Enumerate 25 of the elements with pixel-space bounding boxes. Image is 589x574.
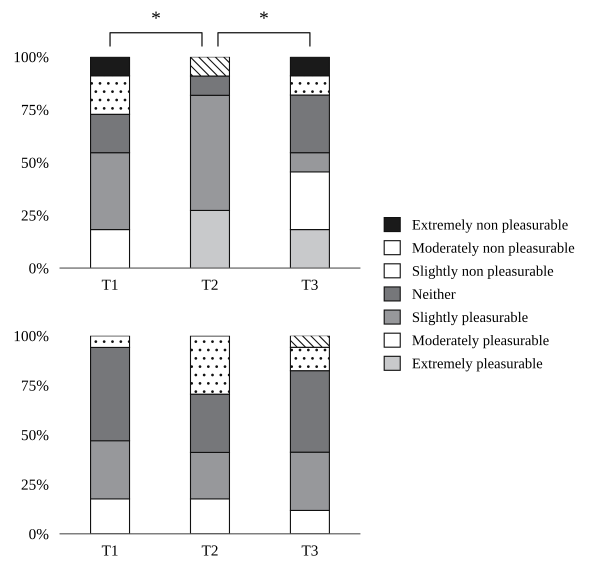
text: * — [260, 12, 268, 19]
legend-label: Moderately non pleasurable — [412, 242, 574, 256]
y-tick-label: 75% — [22, 104, 48, 116]
y-tick-label: 0% — [29, 528, 48, 540]
legend-label: Neither — [412, 288, 456, 300]
legend-label: Moderately pleasurable — [412, 334, 549, 348]
legend-label: Slightly non pleasurable — [412, 266, 554, 279]
x-tick-label: T1 — [102, 280, 118, 290]
x-tick-label: T3 — [302, 545, 318, 556]
y-tick-label: 25% — [22, 210, 48, 221]
y-tick-label: 100% — [14, 330, 48, 342]
legend-label: Extremely non pleasurable — [412, 219, 568, 233]
y-tick-label: 25% — [22, 479, 48, 490]
x-tick-label: T1 — [102, 545, 118, 556]
legend-label: Extremely pleasurable — [412, 358, 542, 372]
y-tick-label: 50% — [22, 430, 48, 440]
legend-label: Slightly pleasurable — [412, 312, 528, 326]
x-tick-label: T3 — [302, 280, 318, 290]
text: * — [152, 12, 160, 19]
x-tick-label: T2 — [202, 280, 218, 290]
y-tick-label: 100% — [14, 52, 48, 62]
y-tick-label: 75% — [22, 380, 48, 391]
x-tick-label: T2 — [202, 545, 218, 556]
y-tick-label: 50% — [22, 158, 48, 168]
y-tick-label: 0% — [29, 263, 48, 274]
